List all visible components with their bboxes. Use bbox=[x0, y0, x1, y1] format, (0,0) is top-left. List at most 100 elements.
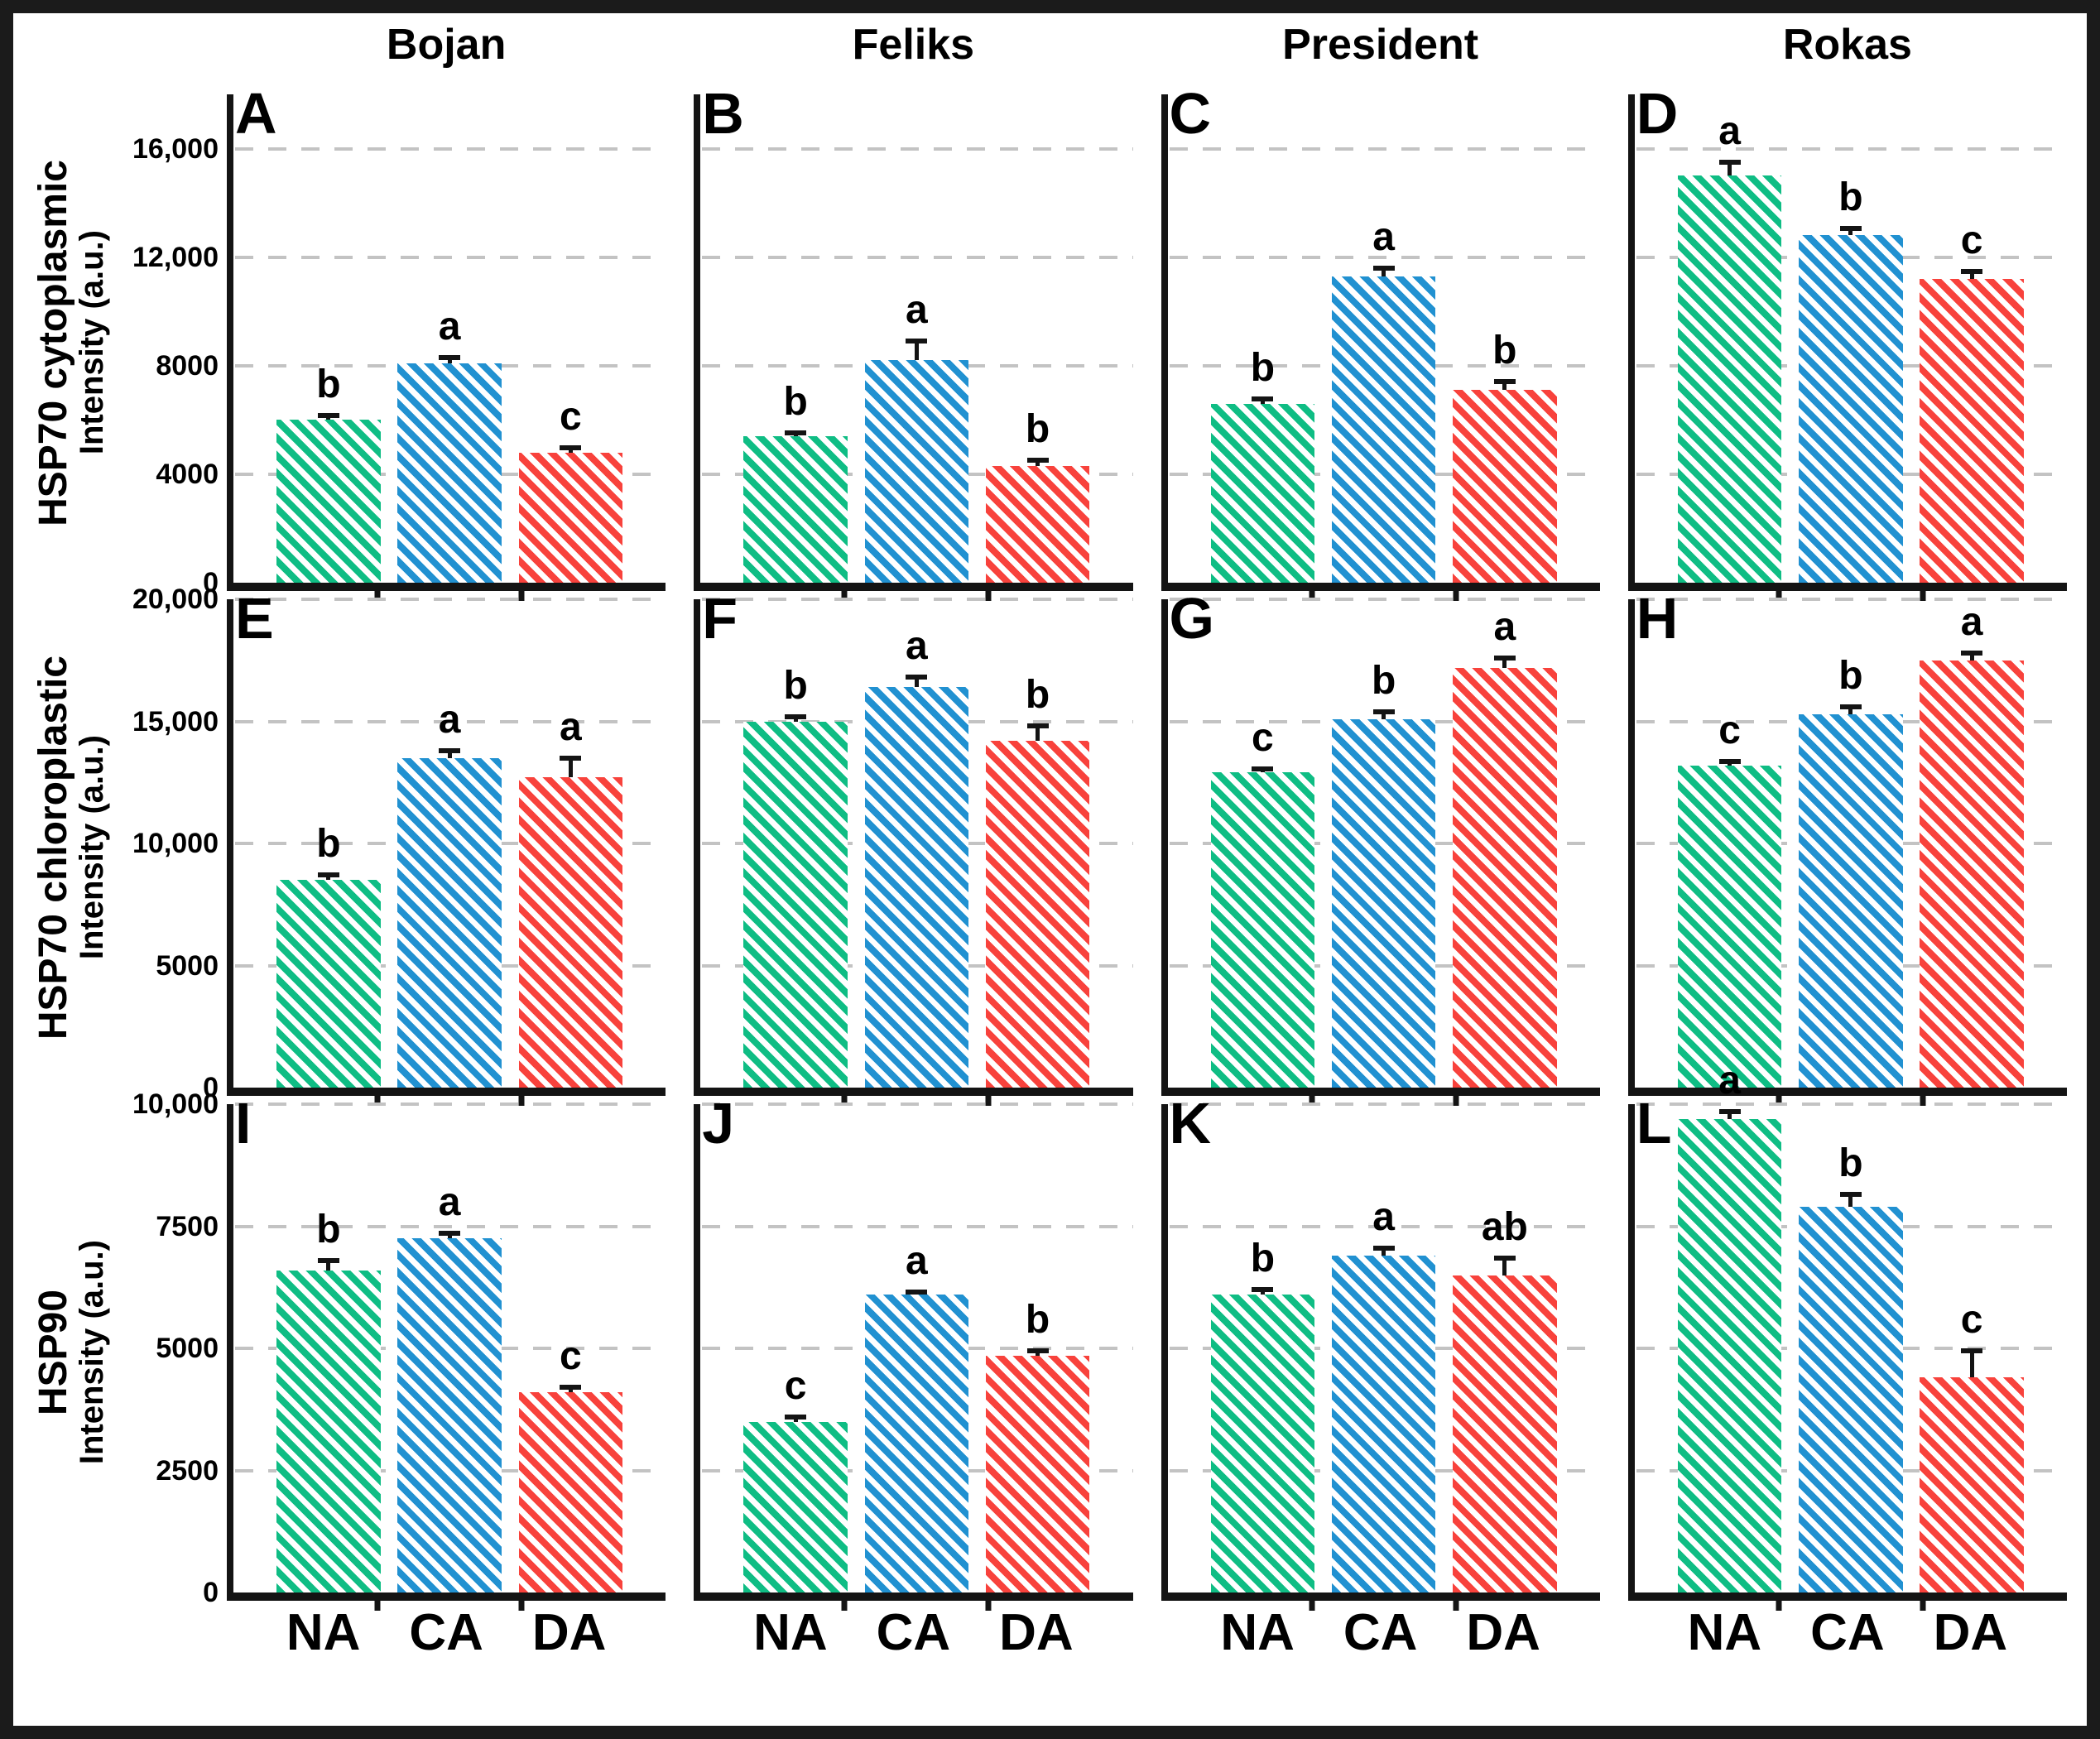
y-tick-gutter-2: 0 5000 10,000 15,000 20,000 bbox=[118, 585, 227, 1102]
x-axis-tick bbox=[1920, 1096, 1926, 1106]
panel-slot-D: a b c D bbox=[1627, 84, 2067, 601]
error-bar-cap bbox=[1839, 225, 1862, 231]
gridline bbox=[702, 1224, 1133, 1228]
x-axis-tick bbox=[518, 591, 525, 601]
error-bar-cap bbox=[1252, 766, 1274, 772]
panel-letter-H: H bbox=[1636, 586, 1679, 651]
error-bar-na-K bbox=[1252, 1287, 1274, 1295]
bar-na-C bbox=[1210, 403, 1315, 583]
y-tick-label: 10,000 bbox=[132, 828, 219, 859]
header-gutter-spacer bbox=[118, 23, 227, 31]
x-axis-tick bbox=[1453, 591, 1459, 601]
error-bar-ca-H bbox=[1839, 704, 1862, 714]
y-tick-label: 0 bbox=[203, 1072, 219, 1103]
error-bar-cap bbox=[1839, 1192, 1862, 1198]
error-bar-ca-I bbox=[439, 1231, 461, 1239]
error-bar-cap bbox=[1026, 1348, 1049, 1354]
x-axis-label-na: NA bbox=[753, 1604, 828, 1661]
bar-na-E bbox=[276, 880, 381, 1088]
x-label-slot-bojan: NA CA DA bbox=[227, 1601, 666, 1710]
gridline bbox=[1169, 147, 1600, 151]
significance-letter-da-K: ab bbox=[1481, 1204, 1528, 1249]
error-bar-cap bbox=[1493, 655, 1516, 661]
panel-slot-I: b a c I bbox=[227, 1094, 666, 1611]
significance-letter-da-B: b bbox=[1025, 407, 1050, 452]
bar-da-H bbox=[1920, 660, 2024, 1088]
bar-da-F bbox=[985, 741, 1090, 1088]
error-bar-cap bbox=[1372, 265, 1395, 271]
significance-letter-na-B: b bbox=[783, 380, 808, 425]
gridline bbox=[235, 598, 666, 601]
bar-da-I bbox=[518, 1392, 622, 1592]
panel-I: b a c I bbox=[227, 1094, 666, 1611]
x-axis-tick bbox=[985, 1096, 992, 1106]
error-bar-cap bbox=[1961, 269, 1983, 275]
error-bar-ca-L bbox=[1839, 1192, 1862, 1207]
error-bar-na-I bbox=[317, 1257, 339, 1271]
error-bar-cap bbox=[439, 1231, 461, 1237]
significance-letter-da-L: c bbox=[1960, 1298, 1983, 1342]
error-bar-da-H bbox=[1961, 650, 1983, 661]
bar-na-B bbox=[743, 436, 848, 583]
x-axis-tick bbox=[1309, 591, 1315, 601]
gridline bbox=[235, 719, 666, 723]
error-bar-na-L bbox=[1718, 1108, 1741, 1119]
error-bar-na-B bbox=[785, 430, 807, 436]
bar-ca-F bbox=[864, 687, 969, 1088]
significance-letter-da-G: a bbox=[1493, 604, 1516, 649]
bar-da-B bbox=[985, 466, 1090, 583]
error-bar-cap bbox=[1026, 723, 1049, 729]
y-tick-label: 0 bbox=[203, 1577, 219, 1608]
significance-letter-da-I: c bbox=[559, 1334, 582, 1379]
gridline bbox=[702, 598, 1133, 601]
x-axis-tick bbox=[841, 591, 848, 601]
significance-letter-na-I: b bbox=[316, 1207, 341, 1251]
error-bar-cap bbox=[1493, 1255, 1516, 1261]
x-axis-label-na: NA bbox=[286, 1604, 361, 1661]
significance-letter-ca-D: b bbox=[1838, 175, 1863, 219]
x-axis-label-da: DA bbox=[1933, 1604, 2008, 1661]
panel-D: a b c D bbox=[1627, 84, 2067, 601]
error-bar-ca-F bbox=[906, 675, 928, 688]
y-tick-label: 20,000 bbox=[132, 584, 219, 615]
significance-letter-na-K: b bbox=[1250, 1237, 1276, 1281]
column-headers: Bojan Feliks President Rokas bbox=[25, 23, 2067, 86]
panel-letter-G: G bbox=[1169, 586, 1214, 651]
chart-row-hsp90: HSP90 Intensity (a.u.) 0 2500 5000 7500 10,000… bbox=[25, 1060, 2067, 1611]
y-tick-label: 5000 bbox=[156, 949, 219, 982]
x-axis-label-da: DA bbox=[1466, 1604, 1540, 1661]
error-bar-cap bbox=[906, 339, 928, 344]
y-tick-label: 10,000 bbox=[132, 1088, 219, 1120]
bar-ca-L bbox=[1799, 1206, 1903, 1592]
panel-slot-K: b a ab K bbox=[1161, 1094, 1600, 1611]
error-bar-da-F bbox=[1026, 723, 1049, 742]
y-axis-title: Intensity (a.u.) bbox=[74, 1240, 111, 1465]
row-measure-label: HSP70 cytoplasmic bbox=[31, 159, 75, 526]
row-label-2: HSP70 chloroplastic Intensity (a.u.) bbox=[25, 599, 118, 1096]
x-axis-tick bbox=[1920, 1601, 1926, 1611]
y-tick-label: 2500 bbox=[156, 1454, 219, 1487]
panel-letter-L: L bbox=[1636, 1091, 1672, 1155]
x-axis-tick bbox=[1920, 591, 1926, 601]
bar-da-D bbox=[1920, 278, 2024, 583]
significance-letter-na-A: b bbox=[316, 363, 341, 407]
x-axis-label-da: DA bbox=[999, 1604, 1074, 1661]
significance-letter-ca-C: a bbox=[1372, 214, 1395, 259]
x-axis-label-ca: CA bbox=[1343, 1604, 1418, 1661]
y-tick-label: 7500 bbox=[156, 1210, 219, 1242]
significance-letter-ca-B: a bbox=[906, 288, 928, 332]
y-tick-label: 16,000 bbox=[132, 132, 219, 165]
bar-ca-C bbox=[1331, 276, 1436, 583]
error-bar-cap bbox=[317, 413, 339, 419]
bar-da-L bbox=[1920, 1377, 2024, 1592]
x-axis-tick bbox=[1453, 1096, 1459, 1106]
significance-letter-ca-H: b bbox=[1838, 653, 1863, 698]
panel-letter-C: C bbox=[1169, 81, 1212, 146]
significance-letter-ca-I: a bbox=[438, 1180, 461, 1225]
bar-ca-D bbox=[1799, 235, 1903, 583]
error-bar-ca-G bbox=[1372, 709, 1395, 719]
significance-letter-da-A: c bbox=[559, 395, 582, 440]
